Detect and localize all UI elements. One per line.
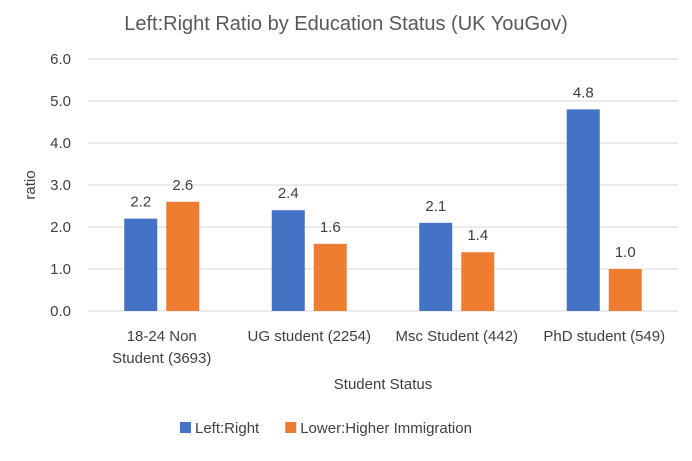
data-label: 2.6 [172,177,193,194]
x-axis-ticks: 18-24 Non Student (3693) UG student (2254)… [112,328,665,367]
bar [608,269,642,311]
bar [124,218,158,311]
chart-title: Left:Right Ratio by Education Status (UK… [124,13,568,35]
bars: 2.2 2.4 2.1 4.8 2.6 1.6 1.4 1.0 [124,84,642,312]
bar [271,210,305,311]
y-tick-label: 2.0 [50,219,71,236]
y-tick-label: 1.0 [50,261,71,278]
x-tick-label: Student (3693) [112,350,211,367]
data-label: 2.4 [278,185,299,202]
data-label: 4.8 [573,84,594,101]
legend-swatch [285,422,297,433]
data-label: 2.2 [130,194,151,211]
y-tick-label: 3.0 [50,177,71,194]
bar [566,109,600,312]
y-axis-label: ratio [22,170,39,199]
y-tick-label: 0.0 [50,303,71,320]
y-tick-label: 4.0 [50,135,71,152]
bar [166,201,200,311]
y-axis-ticks: 0.0 1.0 2.0 3.0 4.0 5.0 6.0 [50,51,71,320]
y-tick-label: 5.0 [50,93,71,110]
data-label: 2.1 [425,198,446,215]
data-label: 1.0 [615,244,636,261]
bar [313,243,347,311]
legend: Left:Right Lower:Higher Immigration [180,420,472,437]
data-label: 1.6 [320,219,341,236]
legend-label: Left:Right [195,420,260,437]
x-tick-label: 18-24 Non [127,328,197,345]
bar [461,252,495,311]
x-tick-label: PhD student (549) [543,328,665,345]
x-tick-label: UG student (2254) [248,328,371,345]
x-axis-label: Student Status [334,376,432,393]
y-tick-label: 6.0 [50,51,71,68]
legend-swatch [180,422,191,433]
legend-label: Lower:Higher Immigration [300,420,472,437]
bar [419,222,453,311]
x-tick-label: Msc Student (442) [395,328,518,345]
data-label: 1.4 [467,227,488,244]
